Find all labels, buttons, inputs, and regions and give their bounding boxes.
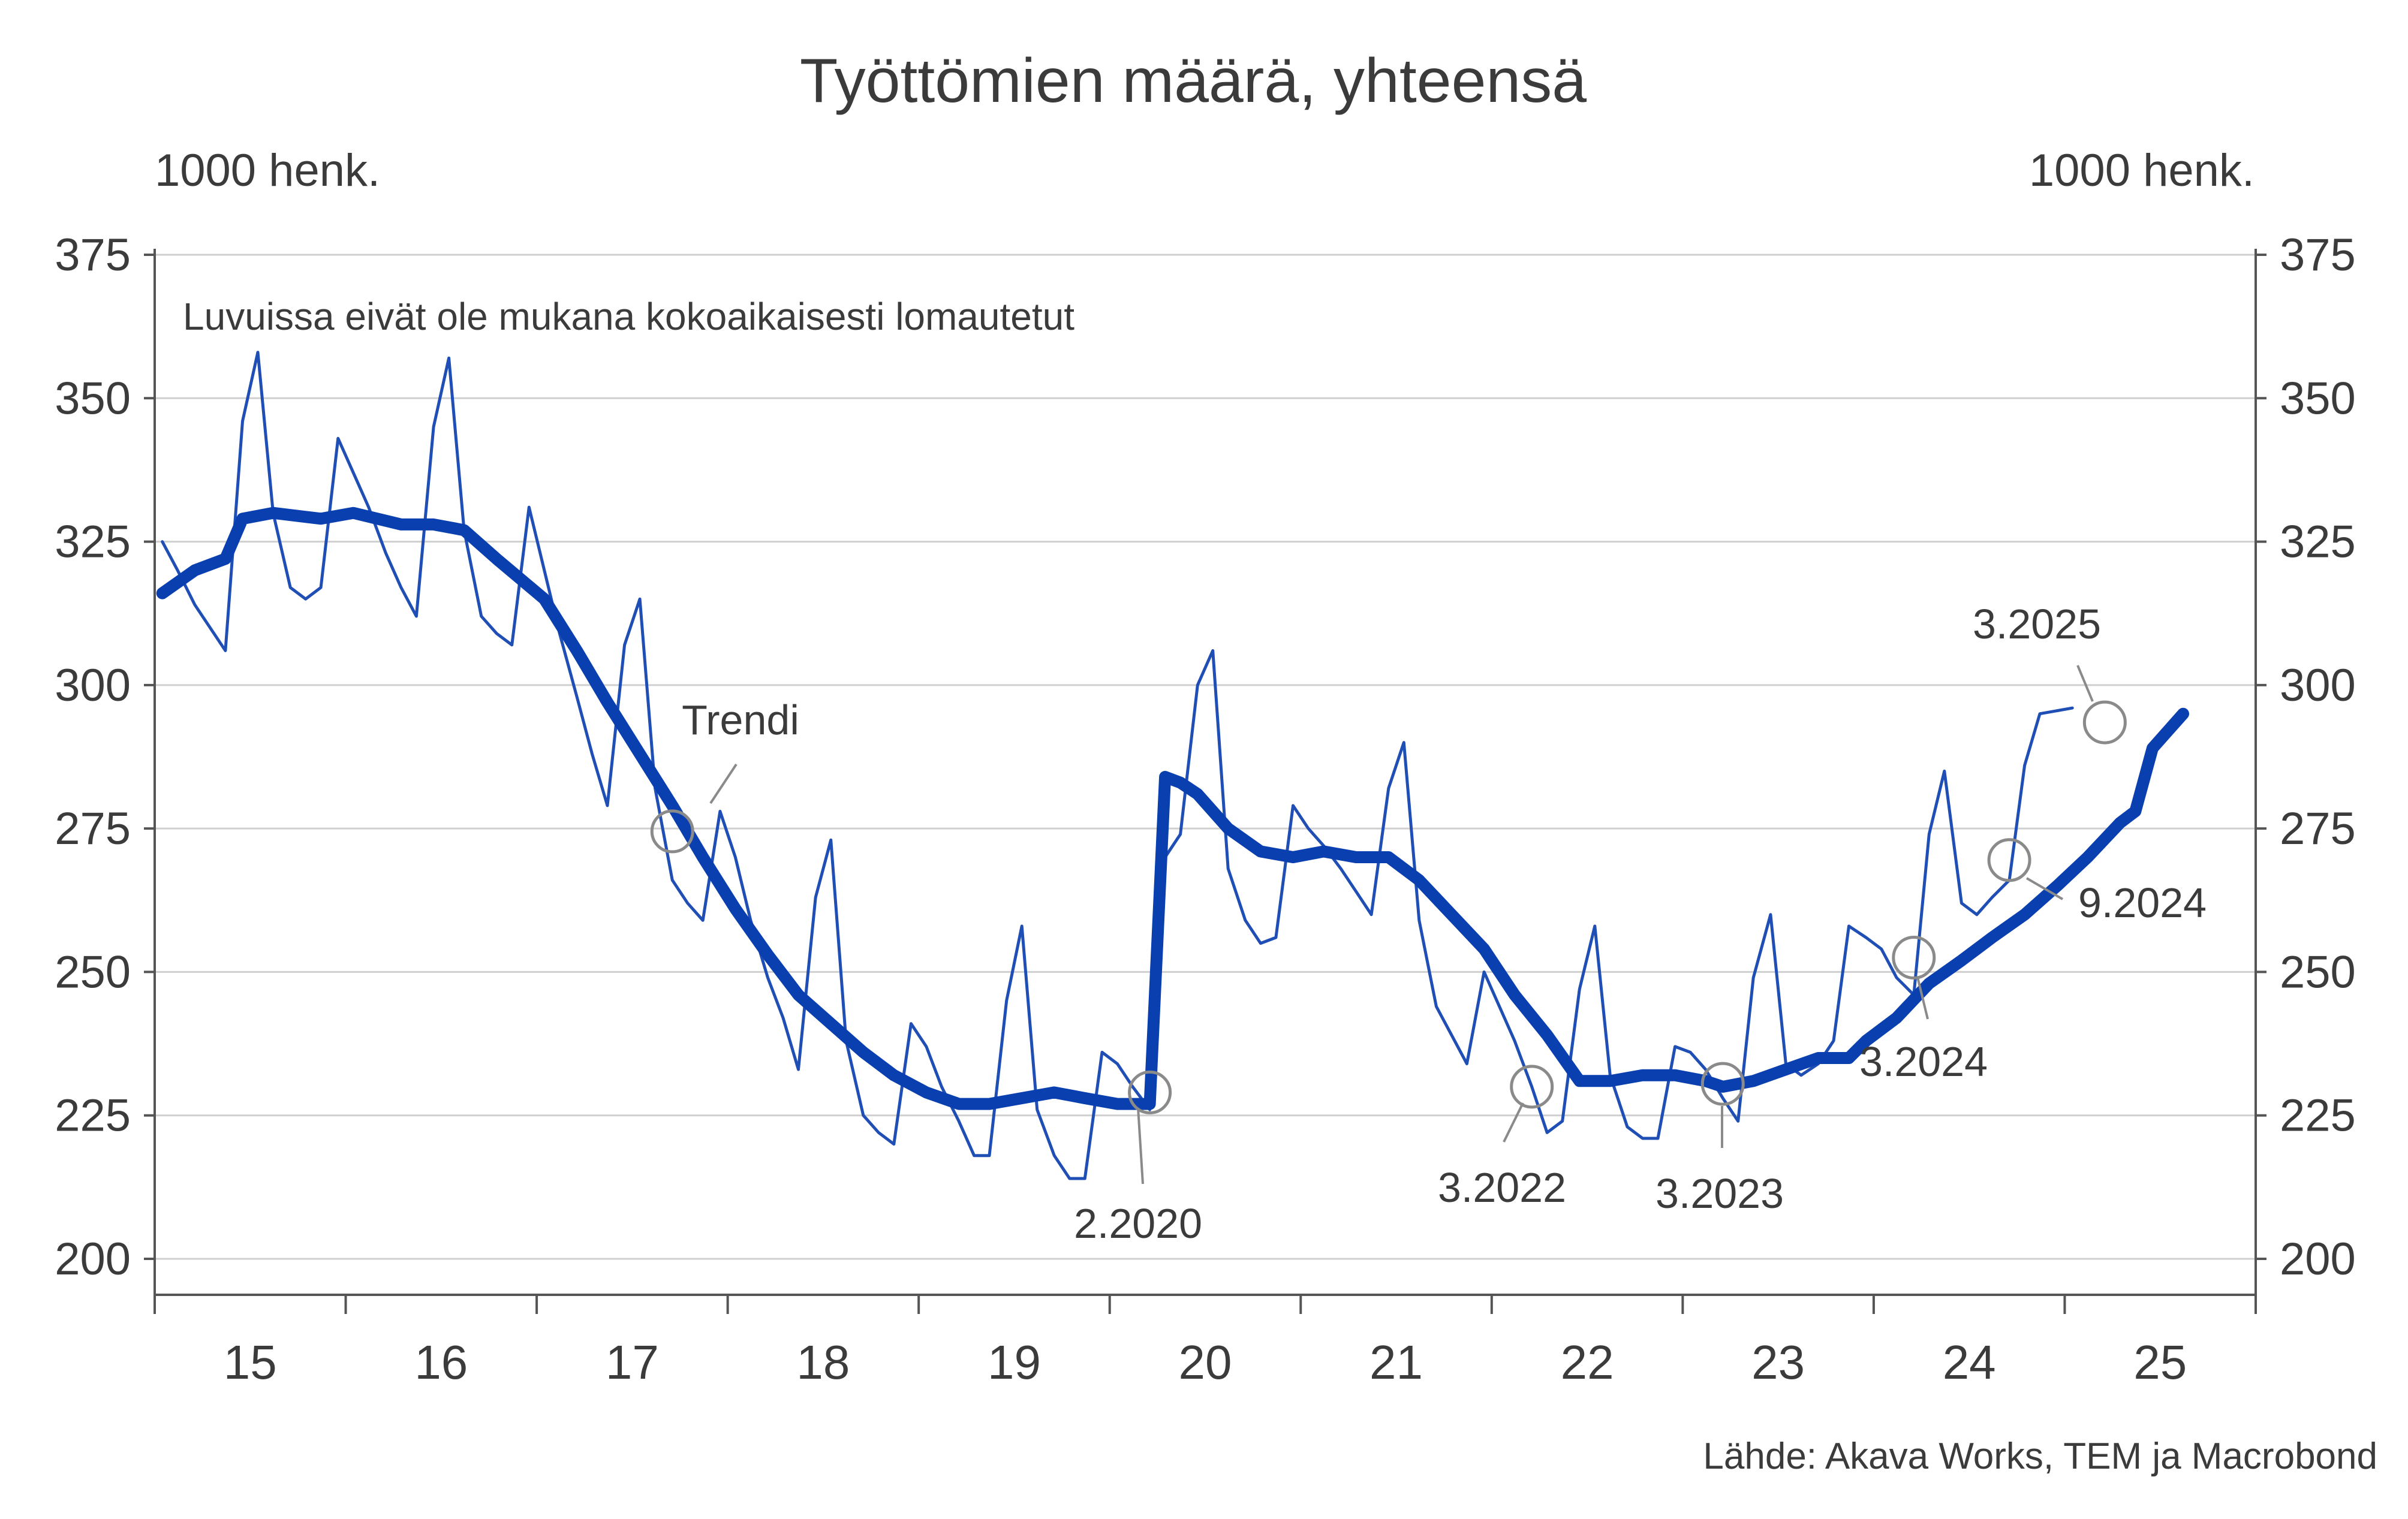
y-tick-label-left-200: 200 [55,1234,131,1285]
y-tick-label-right-375: 375 [2280,230,2356,281]
x-tick-label-21: 21 [1369,1336,1423,1389]
x-tick-label-20: 20 [1179,1336,1232,1389]
x-tick-label-19: 19 [988,1336,1041,1389]
chart-title: Työttömien määrä, yhteensä [800,46,1587,116]
callout-label-2-2020: 2.2020 [1074,1200,1202,1247]
x-tick-label-16: 16 [414,1336,468,1389]
series-line-monthly [161,351,2074,1180]
callout-label-3-2024: 3.2024 [1859,1038,1988,1085]
series-line-trendi [156,507,2189,1110]
y-tick-label-right-300: 300 [2280,660,2356,711]
callout-leader-3-2022 [1503,1102,1524,1143]
annotations: Trendi 2.2020 3.2022 3.2023 3.2024 9.2024 3.20… [650,601,2207,1247]
callout-circle-3-2022 [1510,1065,1554,1109]
callout-leader-3-2024 [1916,976,1929,1020]
y-tick-label-left-325: 325 [55,517,131,568]
callout-label-trendi: Trendi [682,697,799,743]
y-axis-label-right: 1000 henk. [2029,145,2255,196]
x-ticks: 15 16 17 18 19 20 21 22 23 24 25 [153,1295,2257,1389]
y-tick-label-right-275: 275 [2280,803,2356,854]
y-tick-label-right-250: 250 [2280,947,2356,997]
callout-leader-2-2020 [1137,1107,1144,1185]
chart-note: Luvuissa eivät ole mukana kokoaikaisesti… [183,295,1074,338]
y-tick-label-right-350: 350 [2280,373,2356,424]
source-text: Lähde: Akava Works, TEM ja Macrobond [1703,1436,2377,1477]
y-tick-label-left-275: 275 [55,803,131,854]
y-tick-label-left-350: 350 [55,373,131,424]
series-lines [156,351,2189,1180]
x-tick-label-22: 22 [1561,1336,1614,1389]
callout-label-3-2022: 3.2022 [1438,1164,1566,1211]
callout-label-3-2023: 3.2023 [1656,1170,1784,1217]
y-ticks-left: 200 225 250 275 300 325 350 375 [55,230,155,1285]
callout-circle-3-2023 [1700,1062,1745,1106]
y-tick-label-left-375: 375 [55,230,131,281]
y-tick-label-left-225: 225 [55,1090,131,1141]
y-tick-label-left-300: 300 [55,660,131,711]
y-tick-label-right-200: 200 [2280,1234,2356,1285]
x-tick-label-18: 18 [796,1336,850,1389]
callout-circle-3-2024 [1892,936,1936,979]
x-tick-label-24: 24 [1943,1336,1996,1389]
y-ticks-right: 200 225 250 275 300 325 350 375 [2256,230,2356,1285]
gridlines [155,254,2256,1260]
callout-circle-3-2025 [2082,700,2127,745]
callout-circle-2-2020 [1128,1070,1172,1114]
callout-circle-9-2024 [1987,838,2031,882]
y-tick-label-left-250: 250 [55,947,131,997]
y-axis-label-left: 1000 henk. [155,145,380,196]
x-tick-label-17: 17 [606,1336,659,1389]
callout-label-3-2025: 3.2025 [1973,601,2101,647]
callout-leader-9-2024 [2025,877,2064,900]
x-tick-label-15: 15 [224,1336,277,1389]
x-tick-label-25: 25 [2133,1336,2187,1389]
callout-label-9-2024: 9.2024 [2078,879,2207,926]
y-tick-label-right-325: 325 [2280,517,2356,568]
callout-leader-3-2025 [2076,665,2094,702]
y-tick-label-right-225: 225 [2280,1090,2356,1141]
callout-circle-trendi [650,809,694,854]
x-tick-label-23: 23 [1751,1336,1805,1389]
callout-leader-trendi [709,763,738,804]
